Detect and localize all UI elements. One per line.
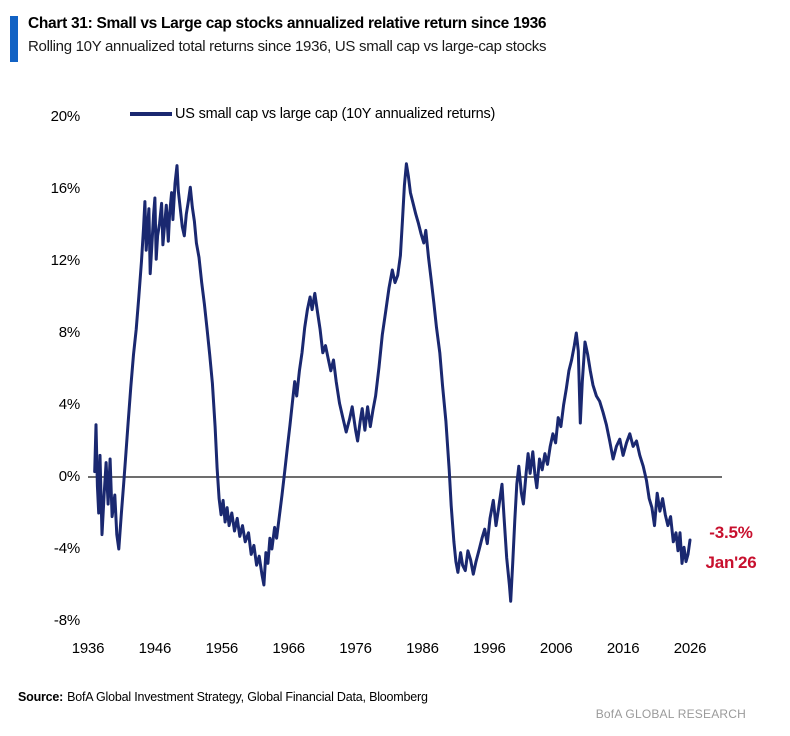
y-tick-label: 4%: [58, 396, 80, 413]
source-line: Source: BofA Global Investment Strategy, …: [18, 690, 428, 704]
source-label: Source:: [18, 690, 64, 704]
title-accent-bar: [10, 16, 18, 62]
chart-subtitle: Rolling 10Y annualized total returns sin…: [28, 38, 547, 55]
y-tick-label: -8%: [53, 612, 80, 629]
y-tick-label: -4%: [53, 540, 80, 557]
brand-line: BofA GLOBAL RESEARCH: [595, 707, 746, 721]
x-tick-label: 1966: [272, 640, 305, 657]
legend-label: US small cap vs large cap (10Y annualize…: [175, 106, 496, 122]
y-tick-label: 12%: [50, 252, 81, 269]
x-tick-label: 2026: [673, 640, 707, 657]
y-tick-label: 0%: [58, 468, 80, 485]
x-tick-label: 1936: [71, 640, 105, 657]
x-tick-label: 2016: [606, 640, 640, 657]
chart-title: Chart 31: Small vs Large cap stocks annu…: [28, 15, 547, 32]
x-tick-label: 1996: [473, 640, 506, 657]
x-tick-label: 1946: [138, 640, 172, 657]
latest-value-annotation: -3.5% Jan'26: [694, 518, 768, 578]
legend: US small cap vs large cap (10Y annualize…: [130, 106, 495, 122]
x-tick-label: 1976: [339, 640, 372, 657]
x-tick-label: 1956: [205, 640, 239, 657]
source-text: BofA Global Investment Strategy, Global …: [67, 690, 428, 704]
x-tick-label: 2006: [539, 640, 573, 657]
y-tick-label: 20%: [50, 108, 81, 125]
x-tick-label: 1986: [406, 640, 439, 657]
annotation-value: -3.5%: [709, 523, 753, 542]
legend-line-swatch: [130, 112, 172, 116]
y-tick-label: 16%: [50, 180, 81, 197]
annotation-date: Jan'26: [705, 553, 757, 572]
y-tick-label: 8%: [58, 324, 80, 341]
series-line: [93, 162, 692, 603]
